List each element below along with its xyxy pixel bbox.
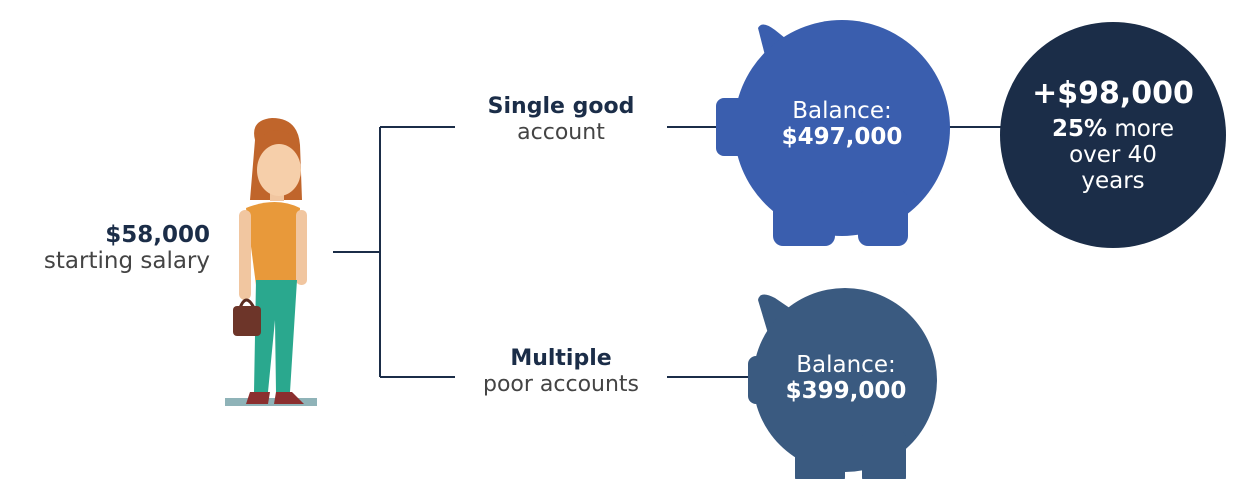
- piggy-bank-small: [748, 288, 937, 479]
- difference-description: more over 40 years: [1069, 116, 1174, 194]
- difference-percent: 25%: [1052, 116, 1108, 142]
- balance-1: Balance: $497,000: [752, 98, 932, 150]
- balance-label: Balance:: [796, 352, 896, 378]
- branch-subtitle: account: [517, 120, 605, 145]
- branch-title: Single good: [487, 94, 635, 119]
- difference-circle: [1000, 22, 1226, 248]
- salary: $58,000 starting salary: [0, 222, 210, 274]
- branch-title: Multiple: [510, 346, 612, 371]
- branch-2-label: Multiple poor accounts: [455, 346, 667, 398]
- branch-subtitle: poor accounts: [482, 372, 640, 397]
- balance-2: Balance: $399,000: [756, 352, 936, 404]
- balance-label: Balance:: [792, 98, 892, 124]
- difference-text: +$98,000 25% more over 40 years: [1023, 76, 1203, 194]
- connectors: [333, 126, 1002, 378]
- branch-1-label: Single good account: [455, 94, 667, 146]
- balance-value: $497,000: [781, 124, 903, 150]
- salary-label: starting salary: [43, 248, 210, 274]
- person-illustration: [225, 118, 317, 406]
- difference-amount: +$98,000: [1032, 76, 1194, 111]
- salary-amount: $58,000: [105, 222, 210, 248]
- piggy-bank-large: [716, 20, 950, 246]
- balance-value: $399,000: [785, 378, 907, 404]
